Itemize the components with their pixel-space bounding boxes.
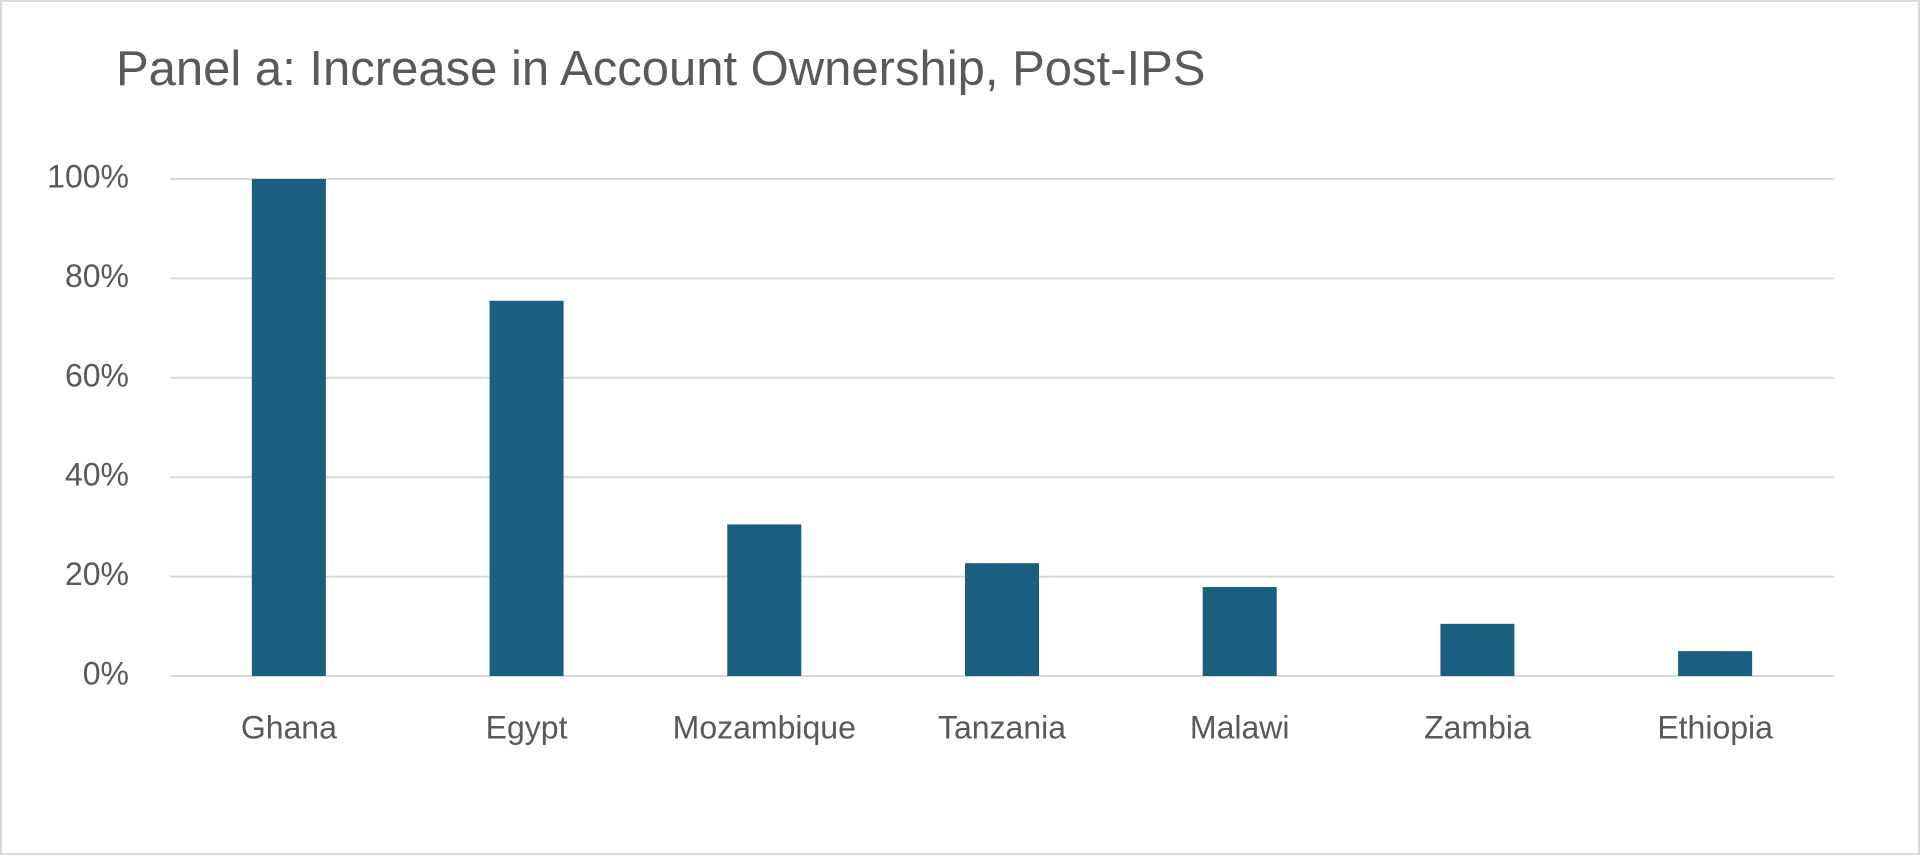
- x-tick-label: Malawi: [1190, 709, 1290, 745]
- x-tick-label: Zambia: [1424, 709, 1531, 745]
- x-tick-label: Ethiopia: [1657, 709, 1773, 745]
- y-tick-label: 0%: [83, 655, 129, 691]
- bar: [727, 524, 802, 676]
- bar: [1440, 623, 1515, 676]
- bar: [1678, 651, 1753, 676]
- y-tick-label: 100%: [47, 158, 129, 194]
- x-tick-label: Mozambique: [673, 709, 856, 745]
- y-tick-label: 40%: [65, 457, 129, 493]
- bar: [489, 300, 564, 676]
- bar: [251, 179, 326, 676]
- y-tick-label: 60%: [65, 357, 129, 393]
- y-tick-label: 20%: [65, 556, 129, 592]
- bar: [965, 563, 1039, 676]
- chart-title: Panel a: Increase in Account Ownership, …: [116, 42, 1205, 96]
- x-tick-label: Egypt: [486, 709, 568, 745]
- y-tick-label: 80%: [65, 258, 129, 294]
- x-tick-label: Tanzania: [938, 709, 1066, 745]
- bar: [1202, 587, 1277, 676]
- x-tick-label: Ghana: [241, 709, 337, 745]
